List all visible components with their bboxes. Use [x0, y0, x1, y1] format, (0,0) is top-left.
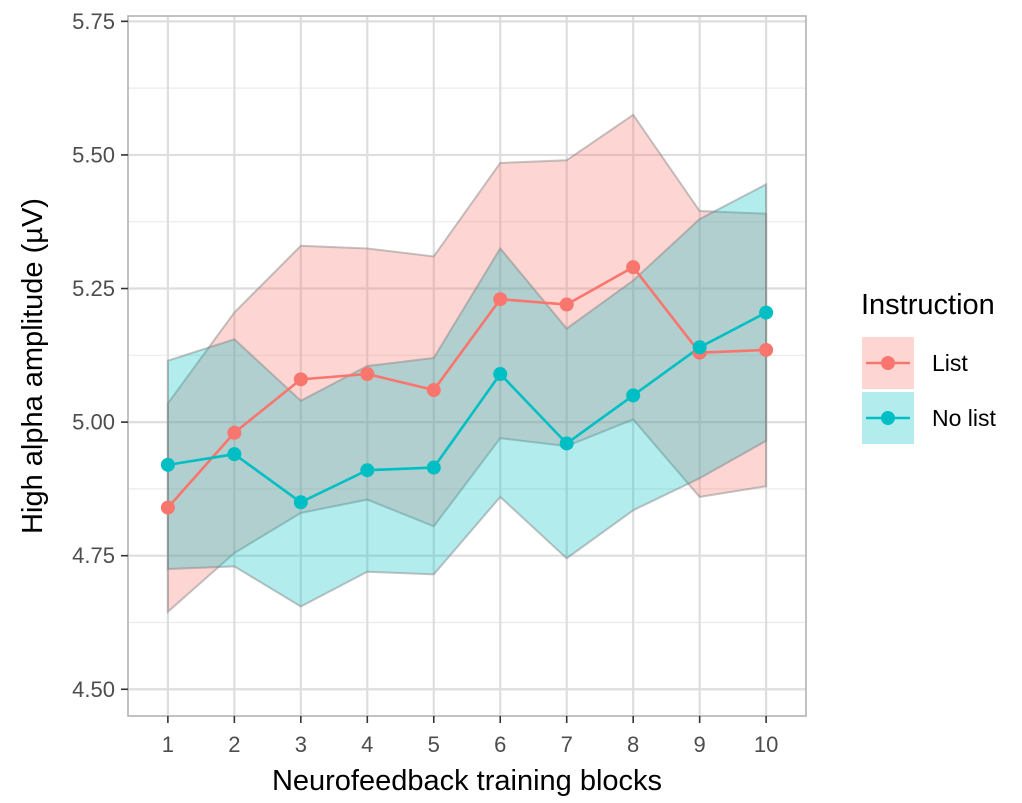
legend-key-point-no-list	[881, 411, 895, 425]
legend-item-list: List	[862, 337, 968, 389]
y-tick-label: 5.75	[72, 9, 115, 34]
data-point-no-list	[360, 463, 375, 478]
legend-items: List No list	[862, 337, 997, 444]
y-tick-label: 5.25	[72, 276, 115, 301]
ribbon-no-list	[166, 182, 768, 608]
grid-layer	[128, 16, 806, 716]
x-tick-label: 7	[561, 732, 573, 757]
data-point-list	[293, 372, 308, 387]
y-tick-label: 5.00	[72, 410, 115, 435]
data-point-no-list	[759, 305, 774, 320]
data-point-no-list	[426, 460, 441, 475]
legend-label-no-list: No list	[932, 405, 997, 431]
x-tick-label: 3	[295, 732, 307, 757]
x-tick-label: 10	[754, 732, 778, 757]
legend-label-list: List	[932, 350, 968, 376]
x-tick-label: 1	[162, 732, 174, 757]
ribbon-layer	[166, 113, 768, 615]
data-point-list	[559, 297, 574, 312]
data-point-list	[626, 260, 641, 275]
data-point-no-list	[293, 495, 308, 510]
data-point-list	[227, 425, 242, 440]
data-point-list	[360, 367, 375, 382]
legend-title: Instruction	[861, 289, 995, 321]
axis-layer: 4.50 4.75 5.00 5.25 5.50 5.75 1 2 3 4 5 6 7 8 9 10	[72, 9, 778, 757]
x-tick-label: 6	[494, 732, 506, 757]
legend-key-point-list	[881, 356, 895, 370]
data-point-no-list	[227, 447, 242, 462]
data-point-list	[160, 500, 175, 515]
y-tick-label: 4.75	[72, 543, 115, 568]
data-point-list	[759, 342, 774, 357]
y-tick-label: 4.50	[72, 677, 115, 702]
data-point-list	[426, 383, 441, 398]
x-tick-label: 4	[361, 732, 373, 757]
data-point-no-list	[692, 340, 707, 355]
legend-item-no-list: No list	[862, 392, 997, 444]
x-axis-title: Neurofeedback training blocks	[272, 765, 662, 797]
x-tick-label: 8	[627, 732, 639, 757]
data-point-no-list	[493, 367, 508, 382]
x-tick-label: 5	[428, 732, 440, 757]
x-tick-label: 9	[694, 732, 706, 757]
point-layer	[160, 260, 774, 515]
y-axis-title: High alpha amplitude (µV)	[17, 198, 49, 534]
legend: Instruction List No list	[861, 289, 997, 444]
panel-border	[127, 15, 807, 717]
data-point-list	[493, 292, 508, 307]
x-tick-label: 2	[228, 732, 240, 757]
data-point-no-list	[559, 436, 574, 451]
data-point-no-list	[160, 457, 175, 472]
ribbon-list	[166, 113, 768, 615]
series-line-list	[166, 265, 767, 509]
series-line-no-list	[167, 311, 767, 504]
panel-background	[128, 16, 806, 716]
y-tick-label: 5.50	[72, 142, 115, 167]
line-layer	[166, 265, 767, 509]
data-point-no-list	[626, 388, 641, 403]
